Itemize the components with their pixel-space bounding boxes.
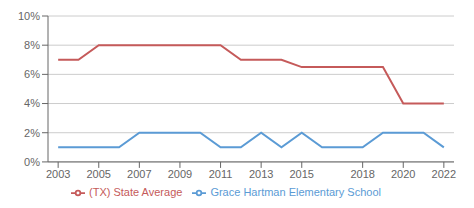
svg-text:0%: 0% bbox=[24, 156, 40, 168]
svg-text:2%: 2% bbox=[24, 127, 40, 139]
svg-text:8%: 8% bbox=[24, 39, 40, 51]
svg-text:2009: 2009 bbox=[168, 168, 192, 180]
svg-text:2005: 2005 bbox=[87, 168, 111, 180]
svg-text:4%: 4% bbox=[24, 97, 40, 109]
svg-text:2020: 2020 bbox=[391, 168, 415, 180]
svg-text:2013: 2013 bbox=[249, 168, 273, 180]
svg-text:6%: 6% bbox=[24, 68, 40, 80]
html-text:(TX) State Average: (TX) State Average bbox=[89, 185, 183, 198]
svg-text:2022: 2022 bbox=[432, 168, 456, 180]
svg-text:2003: 2003 bbox=[46, 168, 70, 180]
svg-text:10%: 10% bbox=[18, 10, 40, 22]
svg-text:2018: 2018 bbox=[350, 168, 374, 180]
html-text:Grace Hartman Elementary Schoo: Grace Hartman Elementary School bbox=[210, 185, 381, 198]
svg-text:2007: 2007 bbox=[127, 168, 151, 180]
svg-text:2015: 2015 bbox=[290, 168, 314, 180]
svg-text:2011: 2011 bbox=[209, 168, 233, 180]
